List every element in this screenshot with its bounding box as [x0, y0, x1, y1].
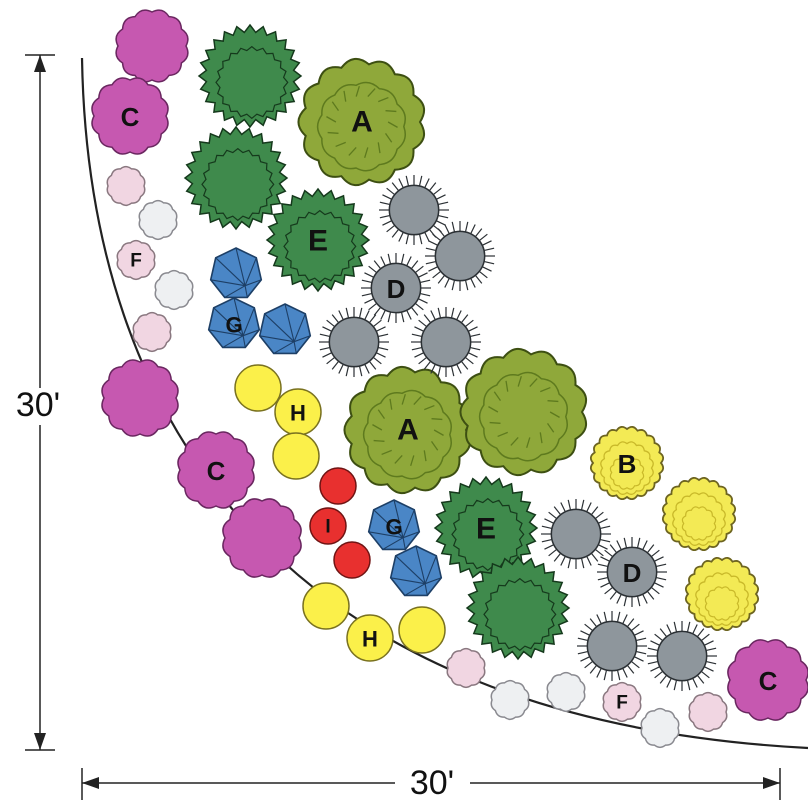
- plant-c-1: C: [91, 77, 169, 155]
- plant-label-h: H: [290, 401, 306, 426]
- plant-label-e: E: [308, 225, 328, 258]
- plant-d-19: [541, 499, 611, 569]
- plant-label-c: C: [207, 456, 226, 486]
- plant-f-35: [640, 707, 680, 749]
- plant-d-15: [425, 221, 495, 291]
- plant-f-26: [106, 165, 146, 207]
- height-dimension-label: 30': [16, 386, 60, 424]
- plant-label-g: G: [225, 313, 242, 338]
- plant-f-34: F: [602, 681, 642, 723]
- plant-d-20: D: [597, 537, 667, 607]
- plant-label-d: D: [387, 274, 406, 304]
- plant-i-48: [319, 467, 357, 505]
- plant-e-7: [183, 125, 289, 231]
- width-dimension: 30': [81, 764, 781, 802]
- plant-label-e: E: [476, 513, 496, 546]
- plant-c-2: [101, 359, 179, 437]
- width-dimension-label: 30': [410, 764, 454, 802]
- plant-c-0: [115, 9, 189, 83]
- plant-d-21: [577, 611, 647, 681]
- plant-e-6: [197, 23, 303, 129]
- plant-label-f: F: [130, 251, 142, 272]
- plant-c-3: C: [177, 431, 255, 509]
- plant-c-4: [222, 498, 302, 578]
- height-dimension: 30': [16, 54, 60, 751]
- plant-g-38: G: [207, 297, 261, 349]
- plant-label-f: F: [616, 693, 628, 714]
- plant-f-28: F: [116, 239, 156, 281]
- plant-f-29: [154, 269, 194, 311]
- plant-label-c: C: [121, 102, 140, 132]
- plant-f-31: [446, 647, 486, 689]
- plant-i-49: I: [309, 507, 347, 545]
- plant-label-d: D: [623, 558, 642, 588]
- plant-d-14: [379, 175, 449, 245]
- plant-b-25: [684, 556, 760, 632]
- plant-e-10: [465, 555, 571, 661]
- plant-g-37: [209, 247, 263, 299]
- plant-label-i: I: [325, 517, 330, 538]
- plant-c-5: C: [727, 639, 808, 721]
- plant-d-16: D: [361, 253, 431, 323]
- plant-label-a: A: [351, 106, 373, 139]
- plant-f-32: [490, 679, 530, 721]
- plant-label-h: H: [362, 627, 378, 652]
- plant-h-47: [398, 606, 446, 654]
- plant-h-42: [234, 364, 282, 412]
- plant-h-43: H: [274, 388, 322, 436]
- plant-g-41: [389, 545, 443, 597]
- plant-h-45: [302, 582, 350, 630]
- plant-label-b: B: [618, 449, 637, 479]
- plant-f-30: [132, 311, 172, 353]
- plant-label-g: G: [385, 515, 402, 540]
- plant-g-39: [258, 303, 312, 355]
- plant-a-12: A: [343, 365, 472, 495]
- plant-b-23: B: [589, 425, 665, 501]
- plant-h-44: [272, 432, 320, 480]
- plant-f-33: [546, 671, 586, 713]
- plant-f-36: [688, 691, 728, 733]
- plant-g-40: G: [367, 499, 421, 551]
- plant-a-13: [459, 347, 588, 477]
- plant-d-17: [319, 307, 389, 377]
- plant-a-11: A: [297, 57, 426, 187]
- plant-e-8: E: [265, 187, 371, 293]
- plant-d-18: [411, 307, 481, 377]
- plant-d-22: [647, 621, 717, 691]
- plant-i-50: [333, 541, 371, 579]
- plant-b-24: [661, 476, 737, 552]
- plants-layer: C C C E E A A D D B F F G G H H I: [91, 9, 808, 749]
- plant-f-27: [138, 199, 178, 241]
- plant-label-a: A: [397, 414, 419, 447]
- plant-label-c: C: [759, 666, 778, 696]
- plant-h-46: H: [346, 614, 394, 662]
